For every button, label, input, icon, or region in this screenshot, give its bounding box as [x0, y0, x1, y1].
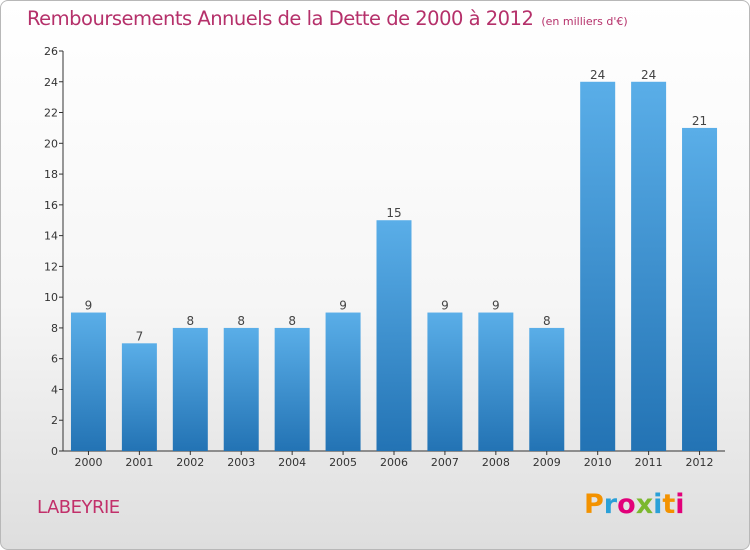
- chart-title-text: Remboursements Annuels de la Dette de 20…: [27, 7, 534, 30]
- bar-2005: [325, 312, 361, 451]
- data-label-2007: 9: [441, 299, 449, 313]
- x-tick-label: 2010: [584, 456, 612, 469]
- x-tick-label: 2001: [125, 456, 153, 469]
- x-tick-label: 2009: [533, 456, 561, 469]
- data-label-2011: 24: [641, 68, 656, 82]
- y-tick-label: 2: [51, 414, 58, 427]
- logo-letter: o: [617, 489, 636, 520]
- y-tick-label: 22: [44, 107, 58, 120]
- y-tick-label: 10: [44, 291, 58, 304]
- data-label-2012: 21: [692, 114, 707, 128]
- bar-2002: [172, 327, 208, 451]
- x-tick-label: 2003: [227, 456, 255, 469]
- x-tick-label: 2005: [329, 456, 357, 469]
- x-tick-label: 2008: [482, 456, 510, 469]
- proxiti-logo: Proxiti: [584, 489, 685, 520]
- commune-name: LABEYRIE: [37, 497, 120, 518]
- x-tick-label: 2006: [380, 456, 408, 469]
- chart-title: Remboursements Annuels de la Dette de 20…: [27, 7, 628, 30]
- y-tick-label: 18: [44, 168, 58, 181]
- logo-letter: r: [603, 489, 618, 520]
- bar-2007: [427, 312, 463, 451]
- y-tick-label: 26: [44, 45, 58, 58]
- chart-subtitle: (en milliers d'€): [541, 15, 628, 28]
- y-tick-label: 14: [44, 230, 58, 243]
- y-tick-label: 12: [44, 260, 58, 273]
- y-tick-label: 0: [51, 445, 58, 458]
- bar-2000: [70, 312, 106, 451]
- logo-letter: t: [662, 489, 676, 520]
- bar-2001: [121, 343, 157, 451]
- x-tick-label: 2004: [278, 456, 306, 469]
- data-label-2006: 15: [386, 206, 401, 220]
- y-tick-label: 16: [44, 199, 58, 212]
- logo-letter: P: [584, 489, 604, 520]
- x-tick-label: 2007: [431, 456, 459, 469]
- bar-2003: [223, 327, 259, 451]
- x-tick-label: 2011: [635, 456, 663, 469]
- bar-2008: [478, 312, 514, 451]
- data-label-2004: 8: [288, 314, 296, 328]
- y-tick-label: 24: [44, 76, 58, 89]
- bar-2006: [376, 220, 412, 451]
- x-tick-label: 2000: [74, 456, 102, 469]
- data-label-2009: 8: [543, 314, 551, 328]
- y-tick-label: 20: [44, 137, 58, 150]
- y-tick-label: 8: [51, 322, 58, 335]
- data-label-2001: 7: [136, 329, 144, 343]
- bar-2009: [529, 327, 565, 451]
- y-tick-label: 4: [51, 383, 58, 396]
- x-axis: 2000 2001 2002 2003 2004 2005 2006 2007 2008 2009…: [63, 450, 725, 469]
- data-label-2002: 8: [186, 314, 194, 328]
- logo-letter: i: [675, 489, 685, 520]
- data-label-2000: 9: [85, 299, 93, 313]
- logo-letter: x: [635, 489, 654, 520]
- data-label-2010: 24: [590, 68, 605, 82]
- bar-2004: [274, 327, 310, 451]
- data-label-2003: 8: [237, 314, 245, 328]
- x-tick-label: 2002: [176, 456, 204, 469]
- bars: [70, 81, 718, 452]
- x-tick-label: 2012: [686, 456, 714, 469]
- bar-2011: [631, 81, 667, 452]
- data-label-2008: 9: [492, 299, 500, 313]
- bar-2012: [682, 127, 718, 451]
- bar-2010: [580, 81, 616, 452]
- logo-letter: i: [653, 489, 663, 520]
- data-label-2005: 9: [339, 299, 347, 313]
- data-labels: 9 7 8 8 8 9 15 9 9 8 24 24 21: [85, 68, 708, 344]
- y-tick-label: 6: [51, 353, 58, 366]
